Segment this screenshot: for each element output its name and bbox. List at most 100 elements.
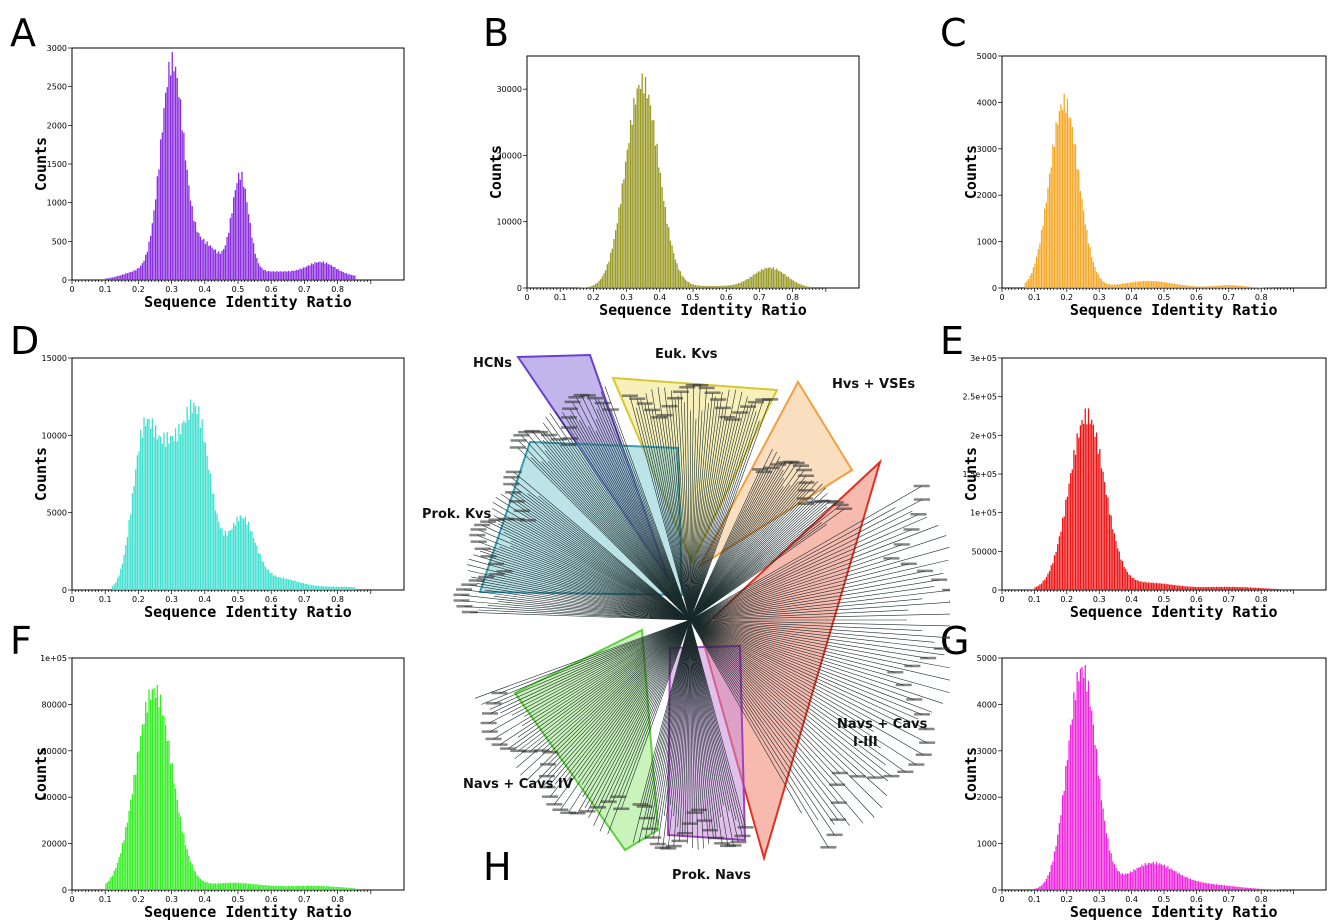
histogram-bar [281, 886, 283, 890]
histogram-bar [184, 422, 187, 590]
histogram-bar [1165, 867, 1167, 890]
x-tick-label: 0.7 [298, 895, 311, 904]
histogram-bar [1107, 283, 1109, 288]
leaf-label-mark [510, 749, 527, 753]
tree-branch [521, 619, 691, 727]
histogram-bar [1201, 881, 1203, 890]
histogram-bar [1274, 588, 1276, 590]
histogram-bar [1044, 579, 1046, 590]
histogram-bar [1044, 881, 1046, 890]
histogram-bar [1076, 433, 1078, 590]
histogram-bar [1246, 286, 1248, 288]
histogram-bar [1110, 515, 1112, 590]
tree-branch [689, 619, 710, 845]
leaf-label-mark [461, 583, 478, 586]
tree-branch [689, 472, 765, 621]
histogram-bar [297, 581, 300, 590]
histogram-bar [1047, 573, 1049, 590]
histogram-bar [299, 582, 301, 590]
histogram-bar [267, 570, 270, 590]
histogram-bar [1162, 282, 1164, 288]
leaf-label-mark [798, 502, 815, 505]
histogram-bar [1270, 889, 1273, 890]
histogram-bar [140, 735, 142, 890]
panel-letter-d: D [10, 319, 40, 363]
leaf-label-mark [469, 533, 486, 537]
histogram-bar [1044, 208, 1046, 288]
tree-branch [689, 523, 828, 621]
x-tick-label: 0.2 [1060, 895, 1073, 904]
tree-branch [610, 409, 691, 621]
histogram-bar [335, 269, 338, 280]
histogram-bar [118, 575, 120, 590]
x-tick-label: 0 [69, 895, 74, 904]
tree-branch [469, 612, 691, 621]
tree-branch [507, 619, 691, 750]
histogram-bar [643, 93, 645, 289]
histogram-bar [1095, 271, 1098, 288]
histogram-bar [1040, 885, 1043, 890]
leaf-label-mark [513, 509, 530, 513]
histogram-bar [242, 186, 245, 280]
tree-branch [577, 619, 691, 814]
histogram-bar [779, 271, 781, 288]
histogram-bar [1117, 870, 1119, 890]
tree-branch [686, 387, 691, 621]
histogram-bar [352, 587, 354, 590]
histogram-bar [186, 406, 188, 590]
x-axis-label: Sequence Identity Ratio [144, 293, 352, 311]
tree-branch [664, 415, 691, 621]
histogram-bar [804, 285, 806, 288]
histogram-bar [224, 883, 227, 890]
histogram-bar [229, 530, 232, 590]
histogram-bar [314, 585, 316, 590]
histogram-bar [1039, 886, 1041, 890]
histogram-bar [1198, 586, 1200, 590]
histogram-bar [1128, 574, 1130, 590]
histogram-bar [1185, 877, 1187, 890]
histogram-bar [264, 566, 266, 590]
histogram-bar [168, 740, 170, 890]
histogram-bar [201, 880, 203, 890]
histogram-bar [1222, 586, 1224, 590]
histogram-bar [1180, 585, 1182, 590]
histogram-bar [1209, 586, 1211, 590]
tree-branch [689, 619, 950, 669]
histogram-bar [772, 267, 774, 288]
histogram-bar [777, 270, 779, 288]
histogram-bar [141, 724, 144, 890]
histogram-bar [1246, 887, 1248, 890]
histogram-bar [272, 575, 275, 590]
histogram-bar [1073, 450, 1075, 590]
histogram-bar [1186, 586, 1188, 590]
tree-branch [689, 619, 829, 848]
histogram-bar [302, 885, 305, 890]
histogram-bar [111, 586, 114, 590]
histogram-bar [259, 884, 261, 890]
leaf-label-mark [641, 827, 658, 831]
histogram-bar [135, 270, 137, 280]
histogram-bar [254, 884, 256, 890]
histogram-bar [1121, 283, 1124, 288]
histogram-bar [1136, 580, 1138, 590]
histogram-bar [1176, 284, 1179, 288]
tree-branch [620, 619, 691, 810]
tree-branch [560, 619, 691, 811]
histogram-bar [257, 553, 260, 590]
histogram-bar [697, 285, 700, 288]
histogram-bar [1057, 124, 1059, 288]
histogram-bar [761, 268, 763, 288]
histogram-bar [233, 882, 235, 890]
histogram-bar [741, 281, 743, 288]
leaf-label-mark [730, 840, 747, 844]
histogram-bar [1095, 749, 1098, 890]
histogram-bar [330, 886, 333, 890]
histogram-bar [135, 469, 137, 590]
histogram-bar [349, 587, 351, 590]
histogram-bar [350, 587, 353, 590]
histogram-bar [1050, 167, 1052, 288]
tree-branch [471, 576, 691, 621]
histogram-bar [342, 887, 344, 890]
panel-letter-c: C [940, 11, 967, 55]
tree-branch [555, 411, 691, 621]
